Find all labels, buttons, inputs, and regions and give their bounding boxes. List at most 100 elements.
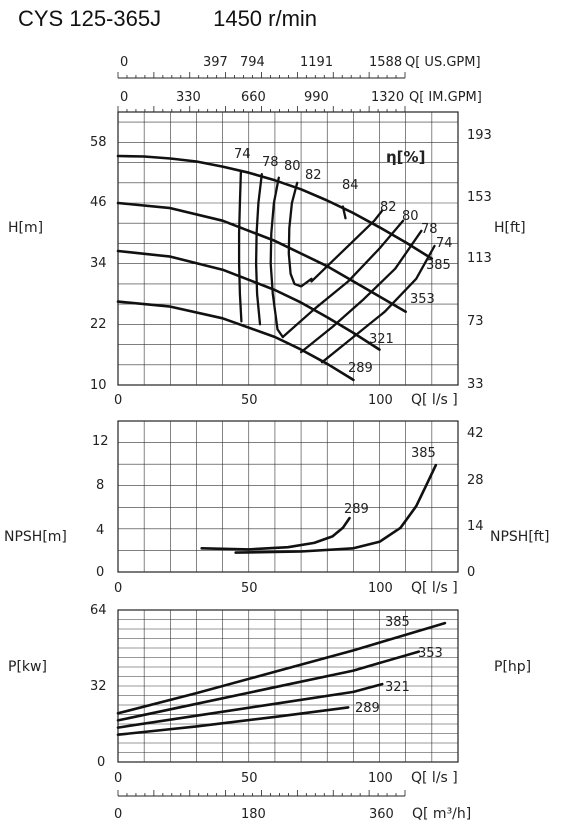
m3h-label: Q[ m³/h] [412,806,471,822]
npsh-xtick-0: 0 [114,581,122,596]
m3h-tick-360: 360 [369,807,394,822]
eff-label-74-right: 74 [436,236,453,251]
im-gpm-tick-3: 990 [304,90,329,105]
us-gpm-tick-2: 794 [240,55,265,70]
curve-2-385 [116,621,447,715]
head-xtick-50: 50 [241,393,258,408]
head-ytick-10: 10 [90,378,107,393]
us-gpm-tick-0: 0 [120,55,128,70]
pump-speed: 1450 r/min [213,6,318,31]
power-xlabel: Q[ l/s ] [411,770,458,786]
npsh-panel-axes: 12 8 4 0 42 28 14 0 NPSH[m] NPSH[ft] 0 5… [4,426,549,596]
head-y2tick-193: 193 [467,128,492,143]
npsh-ylabel: NPSH[m] [4,529,67,545]
curve-0-289 [116,300,355,382]
efficiency-label: η[%] [386,148,425,166]
npsh-xlabel: Q[ l/s ] [411,580,458,596]
head-ytick-46: 46 [90,195,107,210]
us-gpm-tick-4: 1588 [369,55,402,70]
top-scale-im-gpm: 0 330 660 990 1320 Q[ IM.GPM] [118,90,482,113]
head-curve-labels: 385 353 321 289 74 78 80 82 84 82 80 78 … [234,147,453,376]
bottom-scale-m3h: 0 180 360 Q[ m³/h] [114,795,471,822]
npsh-ytick-8: 8 [96,478,104,493]
power-label-289: 289 [355,701,380,716]
im-gpm-tick-2: 660 [241,90,266,105]
m3h-tick-180: 180 [241,807,266,822]
npsh-ytick-4: 4 [96,523,104,538]
head-y2tick-33: 33 [467,377,484,392]
eff-label-84: 84 [342,178,359,193]
efficiency-curve-74 [237,170,243,323]
npsh-y2tick-0: 0 [467,565,475,580]
power-xtick-100: 100 [368,771,393,786]
eff-label-82-right: 82 [380,200,397,215]
efficiency-curve-78 [299,229,423,354]
curves-layer [116,154,447,736]
npsh-ytick-12: 12 [92,434,109,449]
eff-label-80-left: 80 [284,159,301,174]
efficiency-curve-84 [341,205,347,220]
npsh-xtick-100: 100 [368,581,393,596]
power-label-385: 385 [385,615,410,630]
eff-label-80-right: 80 [402,209,419,224]
curve-2-321 [116,682,384,729]
efficiency-curve-78 [254,173,263,326]
power-ylabel: P[kw] [8,659,47,675]
power-ytick-32: 32 [90,679,107,694]
head-label-385: 385 [426,258,451,273]
pump-model: CYS 125-365J [18,6,162,31]
power-y2label: P[hp] [494,659,531,675]
power-panel-axes: 64 32 0 P[kw] P[hp] 0 50 100 Q[ l/s ] [8,603,531,786]
efficiency-curve-80 [269,176,284,339]
head-ytick-58: 58 [90,135,107,150]
power-label-353: 353 [418,646,443,661]
head-label-321: 321 [369,332,394,347]
us-gpm-tick-1: 397 [203,55,228,70]
m3h-tick-0: 0 [114,807,122,822]
power-label-321: 321 [385,680,410,695]
eff-label-78-left: 78 [262,155,279,170]
power-ytick-64: 64 [90,603,107,618]
curve-2-353 [116,650,421,722]
head-xtick-0: 0 [114,393,122,408]
npsh-y2label: NPSH[ft] [490,529,549,545]
npsh-y2tick-42: 42 [467,426,484,441]
npsh-xtick-50: 50 [241,581,258,596]
im-gpm-tick-4: 1320 [371,90,404,105]
efficiency-curve-74 [320,244,436,364]
curve-0-385 [116,154,434,260]
power-xtick-0: 0 [114,771,122,786]
im-gpm-tick-0: 0 [120,90,128,105]
top-scale-us-gpm: 0 397 794 1191 1588 Q[ US.GPM] [118,55,481,79]
head-y2tick-153: 153 [467,190,492,205]
npsh-y2tick-14: 14 [467,519,484,534]
power-curve-labels: 385 353 321 289 [355,615,443,716]
im-gpm-label: Q[ IM.GPM] [409,90,482,105]
curve-0-353 [116,201,407,313]
head-ytick-34: 34 [90,256,107,271]
im-gpm-tick-1: 330 [176,90,201,105]
us-gpm-label: Q[ US.GPM] [405,55,481,70]
eff-label-78-right: 78 [421,222,438,237]
head-y2label: H[ft] [494,220,526,236]
npsh-curve-labels: 385 289 [344,446,436,517]
head-y2tick-73: 73 [467,314,484,329]
head-label-353: 353 [410,292,435,307]
npsh-panel-frame [117,420,459,573]
head-ytick-22: 22 [90,317,107,332]
eff-label-82-left: 82 [305,168,322,183]
efficiency-curve-82 [310,209,384,283]
head-panel-frame [117,111,459,386]
curve-2-289 [116,706,350,736]
power-ytick-0: 0 [97,755,105,770]
head-xlabel: Q[ l/s ] [411,392,458,408]
head-y2tick-113: 113 [467,251,492,266]
npsh-y2tick-28: 28 [467,473,484,488]
npsh-ytick-0: 0 [96,565,104,580]
head-ylabel: H[m] [8,220,43,236]
efficiency-curve-82 [287,181,313,288]
head-panel-axes: 58 46 34 22 10 193 153 113 73 33 H[m] H[… [8,128,526,408]
head-label-289: 289 [348,361,373,376]
npsh-label-385: 385 [411,446,436,461]
